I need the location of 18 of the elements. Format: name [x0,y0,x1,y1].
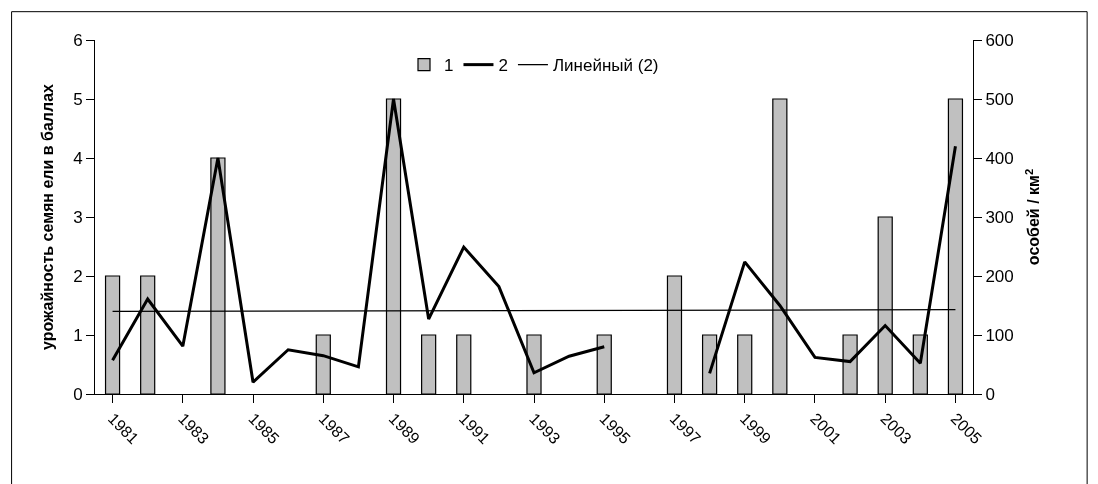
legend-label: Линейный (2) [552,56,659,76]
y-axis-title: урожайность семян ели в баллах [39,83,57,350]
legend-label: 2 [498,56,508,76]
y2-tick-label: 0 [985,384,995,404]
y-tick-label: 5 [73,89,83,109]
y-tick-label: 6 [73,30,83,50]
y-tick-label: 2 [73,266,83,286]
legend-label: 1 [444,56,454,76]
y-tick-label: 1 [73,325,83,345]
y-tick-label: 3 [73,207,83,227]
y2-tick-label: 100 [985,325,1014,345]
y2-tick-label: 500 [985,89,1014,109]
y-tick-label: 0 [73,384,83,404]
y2-tick-label: 300 [985,207,1014,227]
y-tick-label: 4 [73,148,83,168]
y2-tick-label: 600 [985,30,1014,50]
y2-tick-label: 200 [985,266,1014,286]
y2-tick-label: 400 [985,148,1014,168]
